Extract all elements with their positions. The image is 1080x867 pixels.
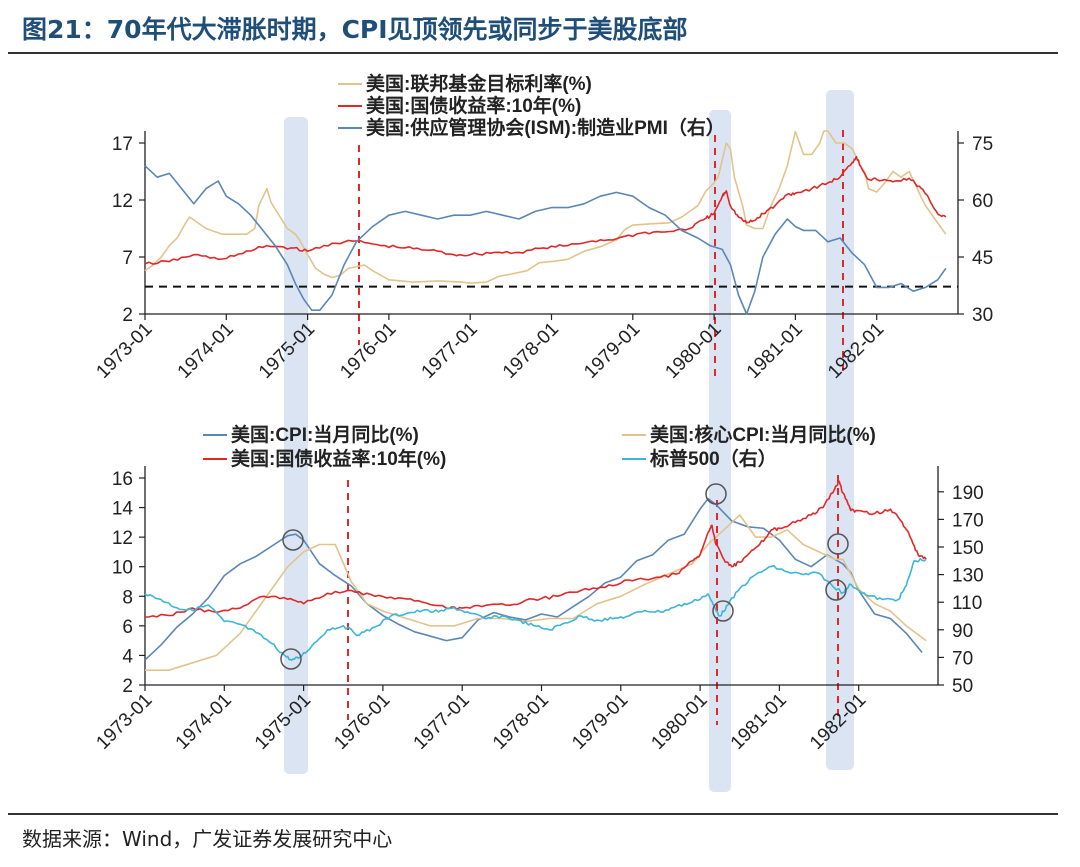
chart1-right-tick-label: 30 (972, 305, 993, 326)
annotation-circle-1 (282, 529, 304, 551)
highlight-band-1 (284, 117, 308, 774)
bottom-rule (8, 813, 1058, 815)
chart2-right-tick-label: 170 (952, 510, 984, 531)
chart2-x-tick-label: 1979-01 (568, 690, 632, 754)
chart2-left-tick-label: 8 (122, 587, 133, 608)
chart2-right-tick-label: 50 (952, 676, 973, 697)
chart1-left-tick-label: 12 (112, 191, 133, 212)
chart2-left-tick-label: 6 (122, 617, 133, 638)
annotation-circle-6 (825, 579, 847, 601)
chart1-right-tick-label: 45 (972, 248, 993, 269)
chart2-x-tick-label: 1978-01 (489, 690, 553, 754)
chart1-right-tick-label: 60 (972, 191, 993, 212)
legend1-label-fed_funds_target: 美国:联邦基金目标利率(%) (366, 72, 592, 95)
chart1-x-tick-label: 1977-01 (418, 319, 482, 383)
chart1-x-tick-label: 1973-01 (92, 319, 156, 383)
annotation-circle-2 (280, 648, 302, 670)
annotation-circle-3 (705, 483, 727, 505)
chart2-right-tick-label: 150 (952, 538, 984, 559)
chart2-x-tick-label: 1976-01 (330, 690, 394, 754)
chart2-right-tick-label: 110 (952, 593, 982, 614)
annotation-circle-4 (712, 600, 734, 622)
chart2-series-core_cpi_yoy (145, 514, 927, 671)
chart2-x-tick-label: 1977-01 (410, 690, 474, 754)
chart1-x-tick-label: 1974-01 (174, 319, 238, 383)
chart2-series-sp500 (144, 558, 927, 661)
legend2-label-sp500: 标普500（右） (650, 447, 777, 470)
figure-title: 图21：70年代大滞胀时期，CPI见顶领先或同步于美股底部 (22, 15, 688, 44)
chart1-series-fed_funds_target (144, 130, 947, 284)
chart2-left-tick-label: 4 (122, 646, 133, 667)
top-rule (8, 52, 1058, 54)
chart2-x-tick-label: 1980-01 (647, 690, 711, 754)
chart2-right-tick-label: 70 (952, 648, 973, 669)
chart1-left-tick-label: 17 (112, 134, 133, 155)
chart2-right-tick-label: 130 (952, 566, 984, 587)
chart2-x-tick-label: 1974-01 (172, 690, 236, 754)
legend2-label-core_cpi_yoy: 美国:核心CPI:当月同比(%) (650, 423, 876, 446)
chart2-left-tick-label: 12 (112, 528, 133, 549)
chart1-x-tick-label: 1981-01 (743, 319, 807, 383)
chart1-left-tick-label: 2 (122, 305, 133, 326)
chart2-left-tick-label: 10 (112, 558, 133, 579)
chart2-x-tick-label: 1981-01 (727, 690, 791, 754)
chart1-left-tick-label: 7 (122, 248, 133, 269)
chart2-right-tick-label: 90 (952, 621, 973, 642)
chart2-right-tick-label: 190 (952, 483, 984, 504)
chart1-series-treasury_10y (144, 155, 947, 265)
chart2-left-tick-label: 2 (122, 676, 133, 697)
chart1-series-ism_pmi (144, 165, 947, 315)
chart1-right-tick-label: 75 (972, 134, 993, 155)
chart1-x-tick-label: 1978-01 (499, 319, 563, 383)
annotation-circle-5 (827, 533, 849, 555)
chart2-left-tick-label: 14 (112, 499, 134, 520)
legend1-label-ism_pmi: 美国:供应管理协会(ISM):制造业PMI（右） (366, 116, 725, 139)
chart2-x-tick-label: 1973-01 (92, 690, 156, 754)
chart1-x-tick-label: 1979-01 (580, 319, 644, 383)
source-note: 数据来源：Wind，广发证券发展研究中心 (22, 827, 393, 851)
legend2-label-cpi_yoy: 美国:CPI:当月同比(%) (231, 423, 419, 446)
chart2-series-treasury_10y (144, 480, 927, 618)
legend2-label-treasury_10y: 美国:国债收益率:10年(%) (231, 447, 446, 470)
chart2-left-tick-label: 16 (112, 469, 133, 490)
legend1-label-treasury_10y: 美国:国债收益率:10年(%) (366, 94, 581, 117)
chart1-x-tick-label: 1976-01 (336, 319, 400, 383)
